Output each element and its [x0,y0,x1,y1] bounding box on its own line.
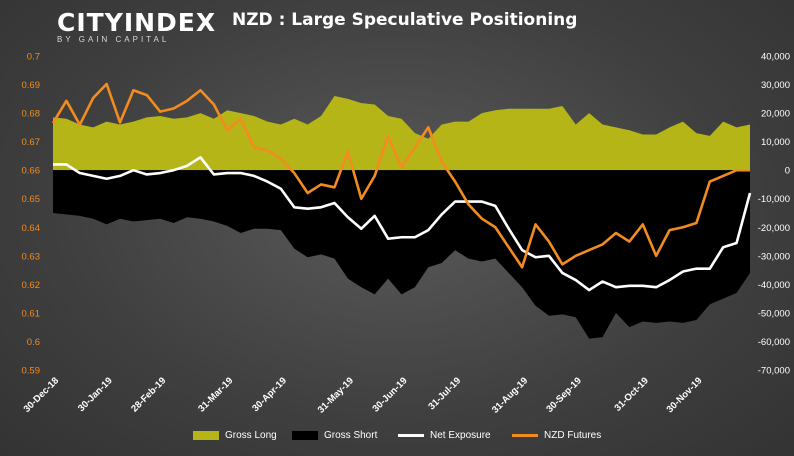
left-axis-tick-label: 0.67 [22,137,41,148]
x-axis-tick-label: 30-Sep-19 [544,375,584,415]
line-layer [51,82,752,292]
logo-brand-index: INDEX [123,8,217,37]
series-area-gross-short [53,170,750,339]
x-axis-tick-label: 31-Mar-19 [196,375,235,414]
legend-swatch-gross-long [193,431,219,440]
right-axis-tick-label: 0 [785,166,790,177]
chart-legend: Gross Long Gross Short Net Exposure NZD … [0,430,794,446]
logo-brand-city: CITY [57,8,124,37]
right-axis-tick-label: 30,000 [761,80,790,91]
left-axis-tick-label: 0.68 [22,109,41,120]
legend-item-gross-short: Gross Short [292,430,377,441]
x-axis-tick-label: 31-Aug-19 [490,375,530,415]
right-axis-tick-label: -20,000 [758,223,790,234]
left-axis-tick-label: 0.62 [22,280,41,291]
chart-title: NZD : Large Speculative Positioning [232,10,578,30]
x-axis: 30-Dec-18 30-Jan-19 28-Feb-19 31-Mar-19 30-A… [22,375,705,415]
right-axis-tick-label: -70,000 [758,366,790,377]
right-axis: 40,000 30,000 20,000 10,000 0 -10,000 -20,000 -… [758,52,790,377]
x-axis-tick-label: 31-May-19 [316,375,356,415]
legend-item-gross-long: Gross Long [193,430,277,441]
left-axis-tick-label: 0.69 [22,80,41,91]
series-line-nzd-futures [51,82,750,269]
right-axis-tick-label: 40,000 [761,52,790,63]
x-axis-tick-label: 31-Oct-19 [612,375,650,413]
legend-label-gross-long: Gross Long [225,430,277,441]
x-axis-tick-label: 30-Jan-19 [76,375,115,414]
legend-swatch-net-exposure [398,434,424,437]
left-axis-tick-label: 0.64 [22,223,41,234]
left-axis-tick-label: 0.59 [22,366,41,377]
right-axis-tick-label: -50,000 [758,308,790,319]
x-axis-tick-label: 30-Apr-19 [250,375,289,414]
legend-label-nzd-futures: NZD Futures [544,430,602,441]
x-axis-tick-label: 30-Jun-19 [370,375,409,414]
logo-wordmark: CITYINDEX [57,9,216,37]
legend-label-net-exposure: Net Exposure [430,430,491,441]
left-axis-tick-label: 0.61 [22,308,41,319]
right-axis-tick-label: 10,000 [761,137,790,148]
x-axis-tick-label: 30-Dec-18 [22,375,62,415]
right-axis-tick-label: -10,000 [758,194,790,205]
left-axis: 0.7 0.69 0.68 0.67 0.66 0.65 0.64 0.63 0.62 0.61 0… [22,52,41,377]
series-area-gross-long [53,95,750,171]
right-axis-tick-label: 20,000 [761,109,790,120]
logo-tagline: BY GAIN CAPITAL [57,35,170,44]
left-axis-tick-label: 0.65 [22,194,41,205]
area-layer [53,95,750,339]
legend-label-gross-short: Gross Short [324,430,378,441]
legend-swatch-gross-short [292,431,318,440]
x-axis-tick-label: 31-Jul-19 [426,375,463,412]
left-axis-tick-label: 0.6 [27,337,40,348]
right-axis-tick-label: -60,000 [758,337,790,348]
legend-item-nzd-futures: NZD Futures [512,430,601,441]
left-axis-tick-label: 0.63 [22,251,41,262]
legend-item-net-exposure: Net Exposure [398,430,491,441]
x-axis-tick-label: 28-Feb-19 [129,375,168,414]
series-line-net-exposure [53,156,752,292]
left-axis-tick-label: 0.66 [22,166,41,177]
left-axis-tick-label: 0.7 [27,52,40,63]
cityindex-logo: CITYINDEX BY GAIN CAPITAL [57,9,216,45]
legend-swatch-nzd-futures [512,434,538,437]
x-axis-tick-label: 30-Nov-19 [665,375,705,415]
right-axis-tick-label: -40,000 [758,280,790,291]
right-axis-tick-label: -30,000 [758,251,790,262]
